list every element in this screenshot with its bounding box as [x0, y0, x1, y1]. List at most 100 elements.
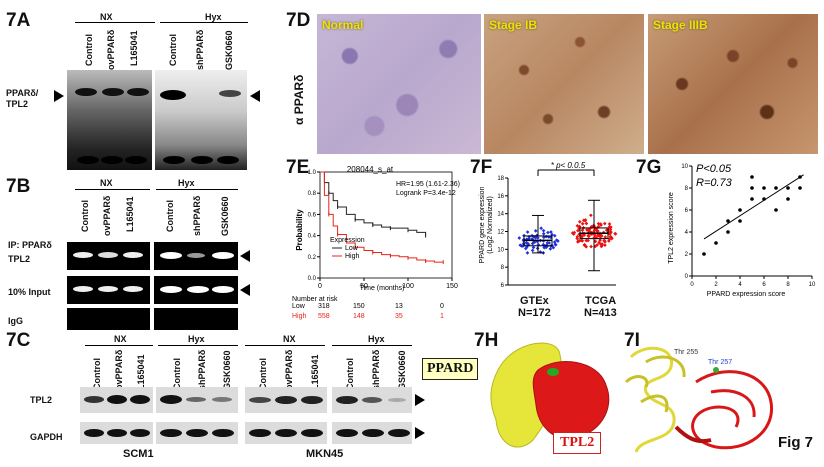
7i-residue-1: Thr 255 [674, 349, 698, 356]
7f-group-tcga: TCGA [585, 295, 617, 307]
7g-xtick-label: 4 [738, 282, 742, 288]
7c-blot-tpl2-2 [156, 387, 238, 413]
7g-point [774, 186, 778, 190]
7c-blot-tpl2-1 [80, 387, 153, 413]
7a-hyx-line [160, 22, 248, 23]
7c-band [212, 429, 234, 437]
7c-nx2-header: NX [283, 334, 296, 344]
7f-ylabel-2: (Log2 Normalized) [487, 196, 494, 254]
7c-band [336, 429, 358, 437]
7e-xtick-label: 0 [318, 283, 322, 290]
7e-legend-high: High [345, 253, 360, 260]
7g-xtick-label: 2 [714, 282, 718, 288]
7g-stat-r: R=0.73 [696, 177, 733, 189]
7b-blot-igg-nx [67, 308, 150, 330]
7e-ytick-label: 0.2 [308, 255, 317, 261]
7f-point-tcga [578, 219, 582, 224]
7e-risk-low-3: 0 [440, 303, 444, 310]
7e-stat-p: Logrank P=3.4e-12 [396, 190, 456, 197]
7e-xtick-label: 150 [446, 283, 458, 290]
7c-band [84, 429, 104, 437]
7g-point [786, 197, 790, 201]
7c-band [212, 397, 232, 402]
7c-hyx2-header: Hyx [368, 334, 385, 344]
7g-point [774, 208, 778, 212]
7c-lane-8: ovPPARδ [284, 349, 294, 390]
7c-band [107, 429, 127, 437]
7b-blot-igg-hyx [154, 308, 238, 330]
7f-point-tcga [576, 228, 580, 233]
7d-tissue-stage-ib: Stage IB [484, 14, 644, 154]
7f-point-gtex [541, 231, 546, 236]
7e-risk-high-label: High [292, 313, 307, 320]
7c-band [160, 395, 182, 404]
7g-point [726, 219, 730, 223]
7b-row-igg: IgG [8, 316, 23, 326]
7c-band [301, 429, 323, 437]
7c-band [388, 398, 406, 402]
7a-band [75, 88, 97, 96]
7a-blot-nx [67, 70, 152, 170]
7f-point-tcga [613, 231, 617, 236]
7f-point-gtex [556, 239, 560, 243]
7c-band [249, 397, 271, 403]
figure-label: Fig 7 [778, 434, 814, 451]
7a-lane-6: GSK0660 [224, 30, 234, 70]
7e-risk-high-2: 35 [395, 313, 403, 320]
7b-nx-header: NX [100, 178, 113, 188]
7g-ylabel: TPL2 expression score [668, 192, 675, 264]
7f-point-gtex [520, 244, 524, 248]
7f-ytick-label: 14 [497, 212, 504, 218]
7c-nx2-line [245, 345, 325, 346]
7e-risk-title: Number at risk [292, 296, 338, 303]
7a-nx-header: NX [100, 12, 113, 22]
7e-risk-table: Low 318 150 13 0 High 558 148 35 1 [292, 303, 444, 320]
7a-lane-2: ovPPARδ [106, 29, 116, 70]
7a-band [101, 156, 123, 164]
7a-nx-line [75, 22, 155, 23]
7e-km-plot: 208044_s_at HR=1.95 (1.61-2.36) Logrank … [292, 165, 460, 303]
7e-risk-high-0: 558 [318, 313, 330, 320]
7f-ylabel-1: PPARD gene expression [479, 186, 486, 263]
7b-band [160, 286, 182, 293]
7c-arrow-2 [415, 427, 425, 439]
7b-band [73, 252, 93, 258]
7c-row-gapdh: GAPDH [30, 432, 63, 442]
7b-band [187, 253, 205, 258]
panel-7e-label: 7E [286, 157, 310, 178]
7e-risk-low-label: Low [292, 303, 306, 310]
7b-band [123, 252, 143, 258]
7i-tpl2-loop [674, 425, 712, 444]
7c-cell-mkn45: MKN45 [306, 448, 344, 460]
7a-band [125, 156, 147, 164]
7e-risk-low-2: 13 [395, 303, 403, 310]
7i-tpl2-ribbon [691, 370, 773, 450]
7g-point [762, 186, 766, 190]
7c-band [130, 429, 150, 437]
7f-point-tcga [602, 221, 607, 226]
7f-axes: 6 8 10 12 14 16 18 [497, 176, 616, 289]
7c-blot-gapdh-1 [80, 422, 153, 444]
7g-stat-p: P<0.05 [696, 163, 732, 175]
7f-point-gtex [539, 226, 544, 231]
7e-xlabel: Time (months) [360, 285, 405, 292]
panel-7i-label: 7I [624, 330, 640, 351]
7a-band [219, 90, 241, 97]
7g-point [750, 186, 754, 190]
7f-point-tcga [603, 243, 607, 247]
panel-7d-label: 7D [286, 10, 311, 31]
7b-arrow-1 [240, 250, 250, 262]
7f-point-gtex [546, 230, 550, 235]
7c-nx1-line [85, 345, 153, 346]
7b-blot-input-nx [67, 276, 150, 304]
7f-point-tcga [602, 238, 606, 243]
7h-tpl2-surface [532, 361, 610, 440]
7c-blot-tpl2-4 [332, 387, 412, 413]
7f-point-tcga [584, 221, 589, 226]
7h-protein-surface [490, 342, 610, 448]
7a-band [127, 88, 149, 96]
7i-ppard-ribbon [629, 346, 676, 453]
7c-band [160, 429, 182, 437]
7b-lane-5: shPPARδ [192, 195, 202, 236]
7f-point-tcga [589, 244, 593, 249]
